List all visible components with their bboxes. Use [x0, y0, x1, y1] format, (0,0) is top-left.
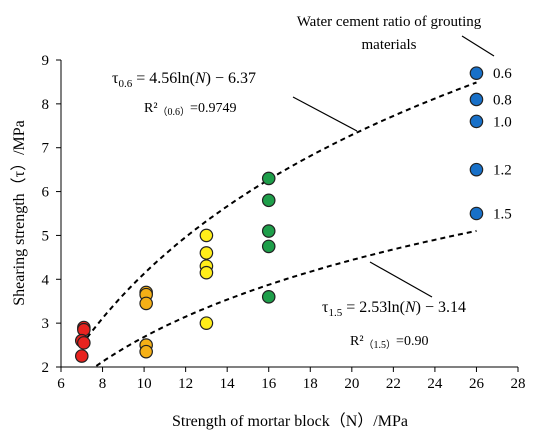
data-point — [261, 224, 276, 238]
data-point — [469, 206, 484, 221]
r2-15-rest: =0.90 — [396, 334, 428, 349]
eq06-var: N — [194, 70, 207, 87]
x-tick-label: 24 — [427, 376, 443, 392]
eq06-symbol: τ — [112, 70, 119, 87]
data-point — [261, 290, 276, 304]
r2-value-0.6: R²（0.6）=0.9749 — [144, 101, 236, 118]
y-tick-label: 4 — [42, 272, 50, 288]
legend-title-line-2: materials — [362, 37, 417, 53]
y-axis-title: Shearing strength（τ）/MPa — [10, 120, 28, 306]
data-point — [469, 92, 484, 107]
x-tick-label: 26 — [469, 376, 485, 392]
eq15-rhs-b: ) − 3.14 — [416, 299, 466, 316]
legend-title-line-1: Water cement ratio of grouting — [297, 14, 482, 30]
r2-value-1.5: R²（1.5）=0.90 — [350, 334, 428, 351]
eq15-symbol: τ — [322, 299, 329, 316]
r2-15-main: R² — [350, 334, 364, 349]
y-ticks: 2 3 4 5 6 7 8 9 — [42, 53, 61, 376]
eq06-subscript: 0.6 — [118, 78, 132, 90]
water-cement-label: 1.2 — [493, 163, 512, 179]
callout-line-1.5 — [369, 261, 433, 298]
data-points — [74, 66, 484, 363]
r2-06-rest: =0.9749 — [190, 101, 236, 116]
plot-frame — [60, 60, 518, 368]
x-tick-label: 18 — [303, 376, 318, 392]
r2-06-main: R² — [144, 101, 158, 116]
x-tick-label: 22 — [386, 376, 401, 392]
fit-equation-1.5: τ1.5 = 2.53ln(N) − 3.14 — [322, 299, 466, 319]
data-point — [139, 344, 153, 359]
data-point — [77, 336, 91, 350]
fit-lines — [80, 81, 477, 367]
data-point — [469, 114, 484, 129]
fit-curve-0 — [80, 81, 477, 346]
x-tick-label: 10 — [137, 376, 152, 392]
data-point — [261, 171, 276, 186]
callout-line-0.6 — [292, 96, 358, 132]
eq15-rhs-a: = 2.53ln( — [342, 299, 405, 316]
legend-leader-line — [461, 35, 495, 57]
data-point — [469, 66, 484, 80]
data-point — [199, 228, 214, 243]
y-tick-label: 5 — [42, 228, 50, 244]
data-point — [261, 193, 276, 208]
water-cement-label: 0.8 — [493, 92, 512, 108]
eq15-var: N — [404, 299, 417, 316]
x-tick-label: 6 — [57, 376, 65, 392]
r2-06-sub: （0.6） — [158, 106, 191, 118]
x-tick-label: 12 — [178, 376, 193, 392]
data-point — [199, 316, 214, 330]
data-point — [74, 349, 89, 363]
x-tick-label: 8 — [99, 376, 107, 392]
y-tick-label: 3 — [42, 316, 50, 332]
x-ticks: 6 8 10 12 14 16 18 20 22 24 26 28 — [57, 367, 526, 392]
data-point — [77, 322, 91, 337]
y-tick-label: 7 — [42, 141, 50, 157]
x-tick-label: 28 — [511, 376, 526, 392]
x-tick-label: 16 — [261, 376, 277, 392]
x-tick-label: 14 — [220, 376, 236, 392]
water-cement-ratio-labels: 0.6 0.8 1.0 1.2 1.5 — [493, 66, 512, 222]
y-tick-label: 2 — [42, 360, 50, 376]
y-tick-label: 6 — [42, 185, 50, 201]
eq15-subscript: 1.5 — [328, 307, 342, 319]
data-point — [261, 239, 276, 254]
r2-15-sub: （1.5） — [364, 339, 397, 351]
eq06-rhs-b: ) − 6.37 — [206, 70, 256, 87]
y-tick-label: 8 — [42, 97, 50, 113]
water-cement-label: 0.6 — [493, 66, 512, 82]
data-point — [139, 296, 153, 311]
data-point — [469, 162, 484, 177]
x-tick-label: 20 — [344, 376, 359, 392]
x-axis-title: Strength of mortar block（N）/MPa — [172, 412, 408, 430]
data-point — [199, 265, 214, 280]
data-point — [199, 246, 214, 260]
water-cement-label: 1.5 — [493, 207, 512, 223]
water-cement-label: 1.0 — [493, 114, 512, 130]
eq06-rhs-a: = 4.56ln( — [132, 70, 195, 87]
fit-curve-1 — [95, 229, 477, 367]
y-tick-label: 9 — [42, 53, 50, 69]
fit-equation-0.6: τ0.6 = 4.56ln(N) − 6.37 — [112, 70, 256, 90]
